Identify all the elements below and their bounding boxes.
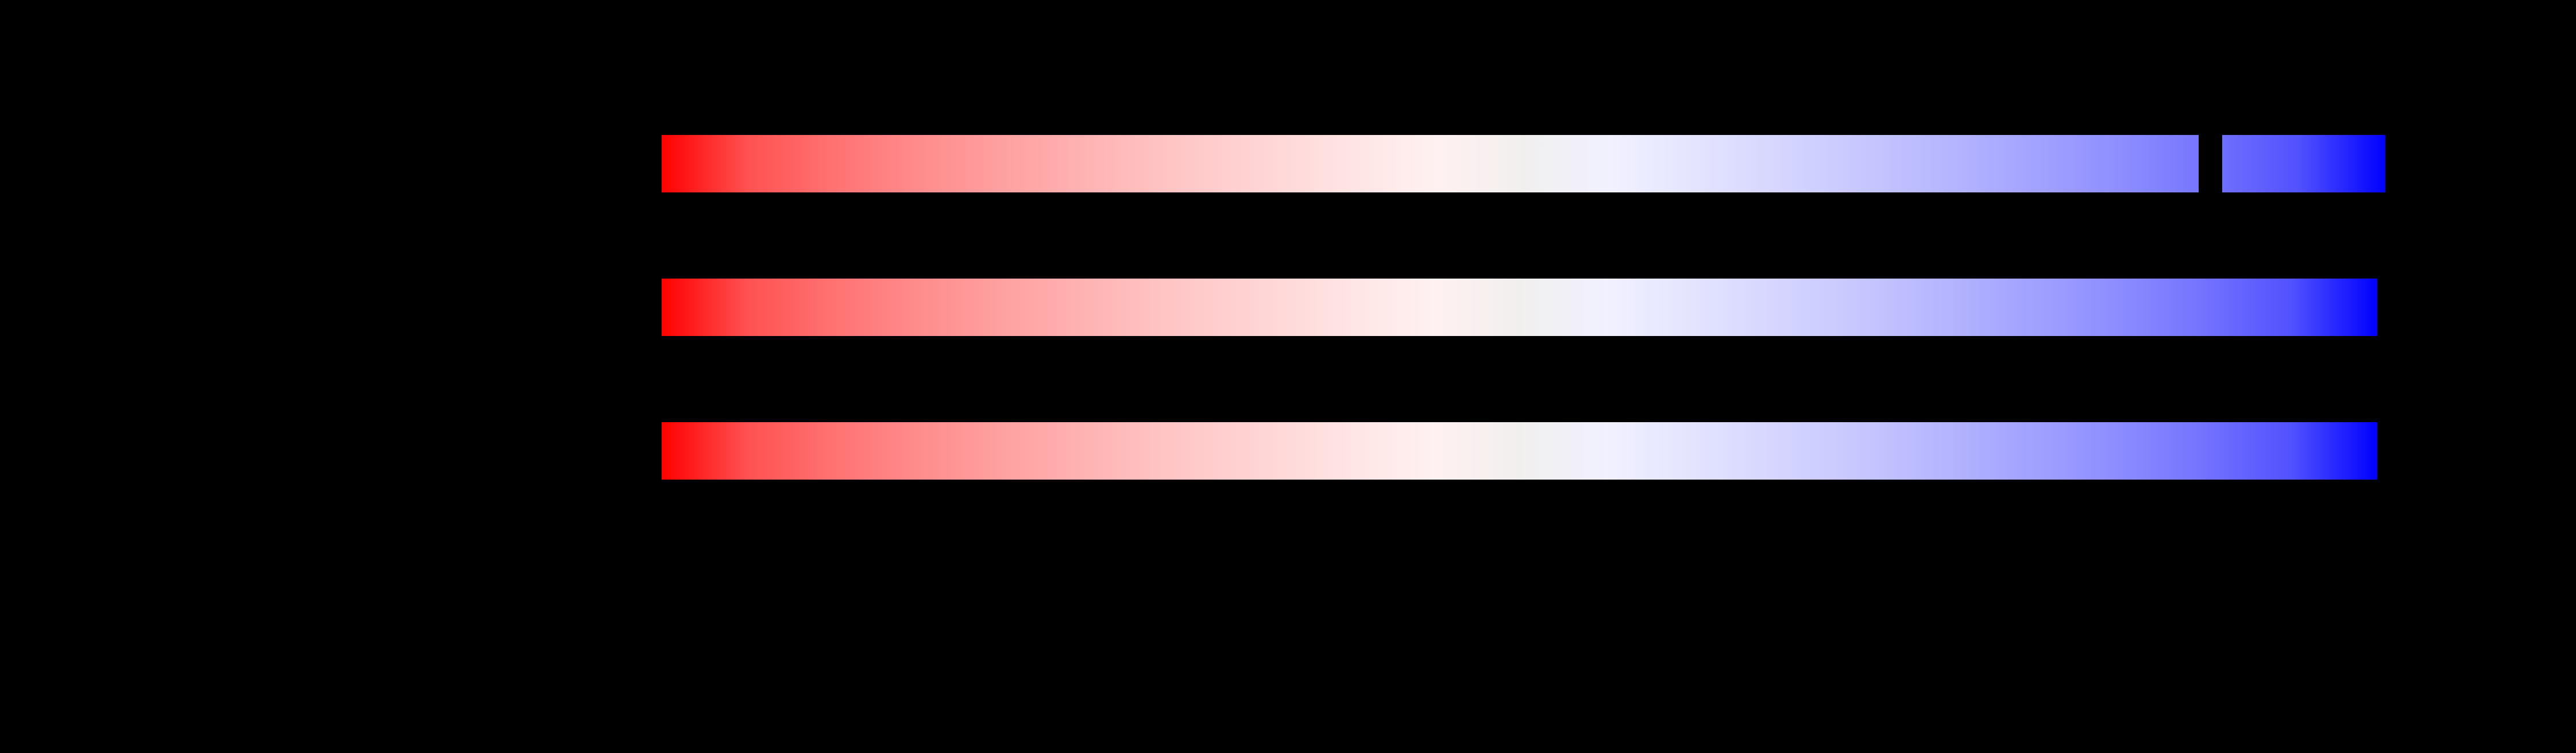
colorbar-strip-3 — [662, 422, 2377, 480]
colorbar-strip-2 — [662, 279, 2377, 336]
colorbar-strip-1-gap — [2199, 135, 2222, 192]
colorbar-strip-1 — [662, 135, 2385, 192]
